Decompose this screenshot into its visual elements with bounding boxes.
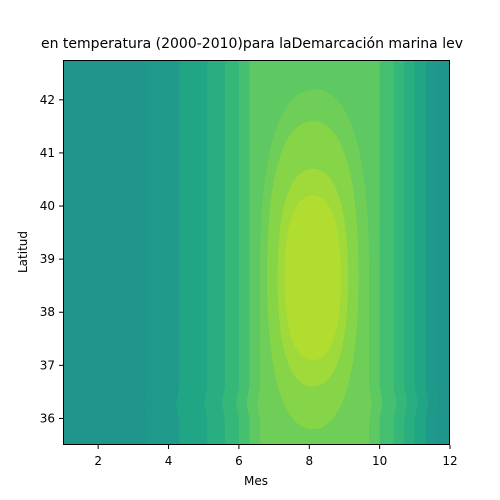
y-tick-label: 41 xyxy=(40,146,55,160)
x-axis-label: Mes xyxy=(244,474,268,488)
x-tick-label: 10 xyxy=(372,454,387,468)
y-tick-label: 40 xyxy=(40,199,55,213)
x-tick-label: 12 xyxy=(442,454,457,468)
y-tick-label: 39 xyxy=(40,252,55,266)
y-axis-label: Latitud xyxy=(16,231,30,273)
plot-area xyxy=(63,60,450,445)
x-tick-label: 4 xyxy=(165,454,173,468)
x-axis: 2 4 6 8 10 12 xyxy=(94,445,458,468)
chart-title: en temperatura (2000-2010)para laDemarca… xyxy=(41,36,463,52)
y-tick-label: 42 xyxy=(40,93,55,107)
y-tick-label: 37 xyxy=(40,358,55,372)
x-tick-label: 2 xyxy=(94,454,102,468)
plot-frame xyxy=(63,60,450,445)
y-axis: 36 37 38 39 40 41 42 xyxy=(40,93,63,425)
x-tick-label: 8 xyxy=(305,454,313,468)
x-tick-label: 6 xyxy=(235,454,243,468)
y-tick-label: 36 xyxy=(40,411,55,425)
y-tick-label: 38 xyxy=(40,305,55,319)
contour-band-12 xyxy=(284,195,341,361)
